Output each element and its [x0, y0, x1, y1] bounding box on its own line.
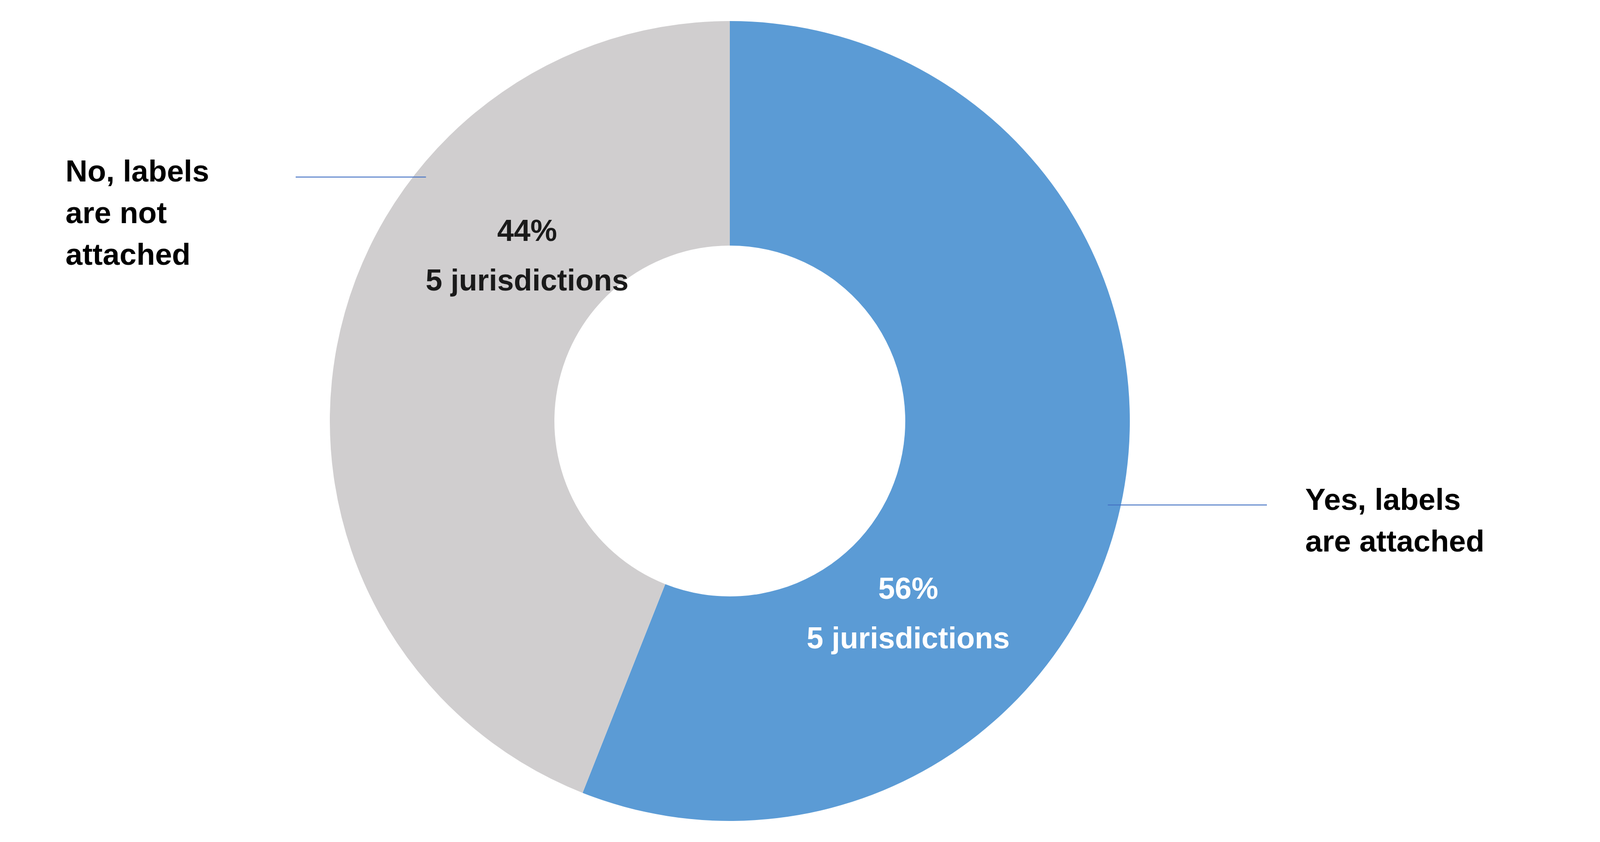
chart: 56% 5 jurisdictions 44% 5 jurisdictions Yes,… — [0, 0, 1600, 842]
leader-line — [295, 176, 426, 178]
value-label: 44% — [497, 213, 558, 248]
category-label-line: are not — [65, 195, 168, 230]
leader-line — [1107, 504, 1267, 506]
slice — [329, 21, 730, 793]
category-label: No, labels are not attached — [65, 153, 210, 272]
category-label-line: Yes, labels — [1305, 482, 1461, 517]
category-label: Yes, labels are attached — [1305, 482, 1485, 559]
value-label: 56% — [878, 571, 939, 606]
category-label-line: are attached — [1305, 523, 1485, 559]
count-label: 5 jurisdictions — [806, 621, 1010, 655]
count-label: 5 jurisdictions — [425, 263, 629, 298]
category-label-line: attached — [65, 237, 191, 272]
category-label-line: No, labels — [65, 153, 210, 189]
pie-group — [329, 21, 1130, 822]
